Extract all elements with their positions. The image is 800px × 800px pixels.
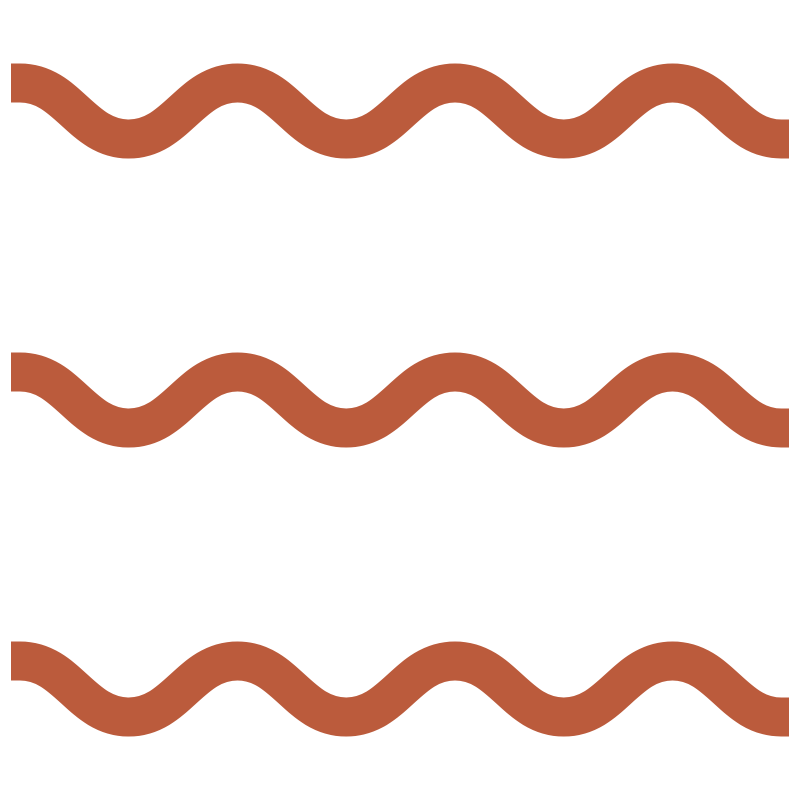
wave-line-bottom: [0, 641, 800, 737]
wave-line-top: [0, 63, 800, 159]
wave-line-middle: [0, 352, 800, 448]
